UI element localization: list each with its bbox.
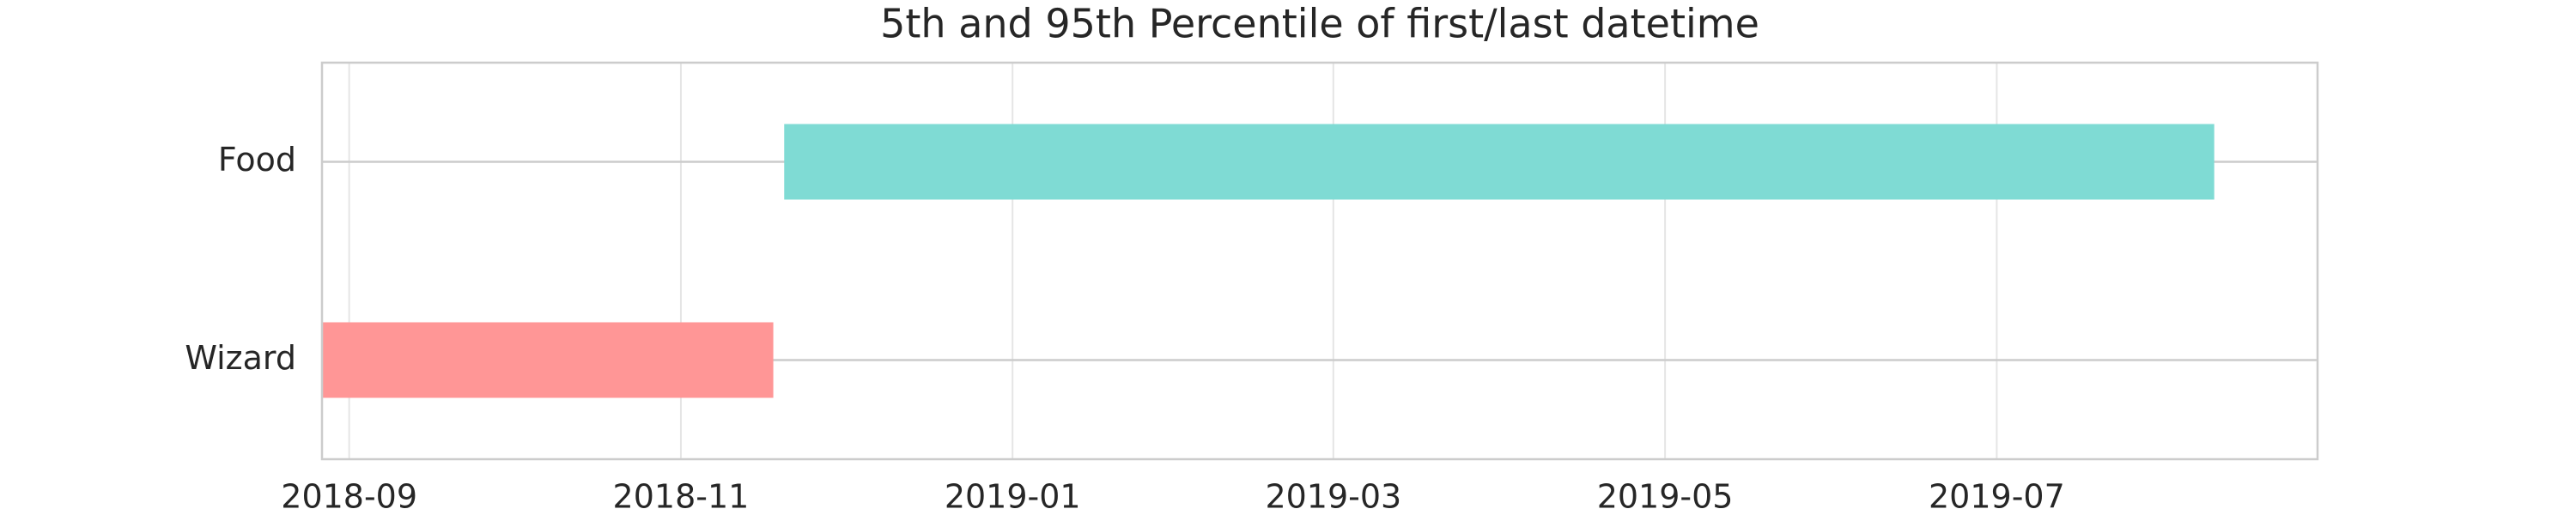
y-tick-label: Food bbox=[218, 141, 296, 179]
bar bbox=[784, 124, 2215, 200]
x-tick-label: 2019-01 bbox=[945, 478, 1081, 515]
x-tick-label: 2019-03 bbox=[1265, 478, 1401, 515]
y-tick-label: Wizard bbox=[185, 339, 296, 377]
x-tick-label: 2018-11 bbox=[613, 478, 750, 515]
x-tick-label: 2019-07 bbox=[1929, 478, 2065, 515]
x-tick-label: 2018-09 bbox=[281, 478, 417, 515]
x-tick-label: 2019-05 bbox=[1597, 478, 1734, 515]
plot-frame bbox=[320, 61, 2319, 461]
bar bbox=[322, 322, 774, 398]
chart-title: 5th and 95th Percentile of first/last da… bbox=[880, 1, 1759, 47]
